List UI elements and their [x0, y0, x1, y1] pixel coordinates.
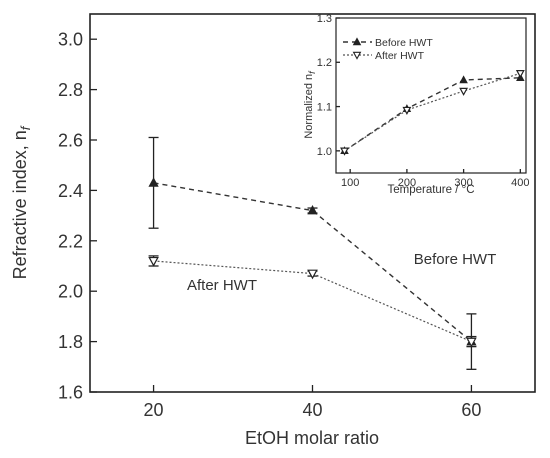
inset-y-tick-label: 1.3 — [317, 13, 332, 25]
annotation-before-hwt: Before HWT — [414, 251, 497, 268]
inset-y-tick-label: 1.2 — [317, 57, 332, 69]
main-plot-series — [148, 136, 477, 370]
x-axis-title: EtOH molar ratio — [245, 428, 379, 448]
y-axis-title: Refractive index, nf — [10, 125, 33, 279]
y-axis-title-group: Refractive index, nf — [10, 125, 33, 279]
point-before — [307, 205, 318, 215]
point-after — [307, 269, 318, 280]
inset-y-tick-label: 1.1 — [317, 102, 332, 114]
x-tick-label: 60 — [461, 400, 481, 420]
inset-x-tick-label: 200 — [398, 177, 416, 189]
inset-x-tick-label: 400 — [511, 177, 529, 189]
y-tick-label: 2.4 — [58, 181, 83, 201]
annotation-after-hwt: After HWT — [187, 277, 257, 294]
point-before — [148, 177, 159, 187]
inset-legend-marker-before — [352, 37, 362, 46]
y-tick-label: 2.2 — [58, 231, 83, 251]
x-tick-label: 40 — [302, 400, 322, 420]
inset-y-axis-title-group: Normalized nf — [303, 70, 317, 139]
inset-axis-ticks: 100 200 300 400 1.0 1.1 1.2 1.3 — [317, 13, 530, 189]
inset-x-axis-title: Temperature / °C — [387, 184, 474, 196]
inset-point-after — [402, 106, 412, 115]
series-line-after — [153, 260, 472, 343]
inset-y-axis-title: Normalized nf — [303, 70, 317, 139]
inset-legend-label-before: Before HWT — [375, 37, 433, 49]
inset-point-after — [459, 87, 469, 96]
y-tick-label: 2.8 — [58, 80, 83, 100]
inset-chart: 100 200 300 400 1.0 1.1 1.2 1.3 Before HWTAfter… — [303, 13, 530, 196]
point-after — [148, 256, 159, 267]
inset-y-tick-label: 1.0 — [317, 146, 332, 158]
series-line-before — [153, 182, 472, 343]
inset-y-axis-title-text: Normalized n — [303, 74, 315, 139]
main-axis-ticks: 20 40 60 1.6 1.8 2.0 2.2 2.4 2.6 2.8 3.0 — [58, 30, 481, 420]
inset-x-tick-label: 300 — [454, 177, 472, 189]
y-tick-label: 3.0 — [58, 30, 83, 50]
y-axis-title-text: Refractive index, n — [10, 130, 30, 279]
inset-point-after — [515, 70, 525, 79]
y-tick-label: 2.0 — [58, 282, 83, 302]
y-tick-label: 2.6 — [58, 130, 83, 150]
inset-plot-frame — [335, 17, 527, 174]
inset-legend-marker-after — [352, 51, 362, 60]
point-after — [466, 337, 477, 348]
x-tick-label: 20 — [144, 400, 164, 420]
inset-x-tick-label: 100 — [341, 177, 359, 189]
inset-point-after — [340, 147, 349, 156]
inset-plot-series — [340, 70, 525, 156]
y-tick-label: 1.8 — [58, 332, 83, 352]
inset-point-before — [459, 75, 468, 84]
inset-legend-label-after: After HWT — [375, 50, 425, 62]
inset-y-axis-title-subscript: f — [307, 70, 317, 74]
inset-series-line-after — [344, 72, 521, 152]
y-axis-title-subscript: f — [18, 125, 33, 130]
y-tick-label: 1.6 — [58, 382, 83, 402]
